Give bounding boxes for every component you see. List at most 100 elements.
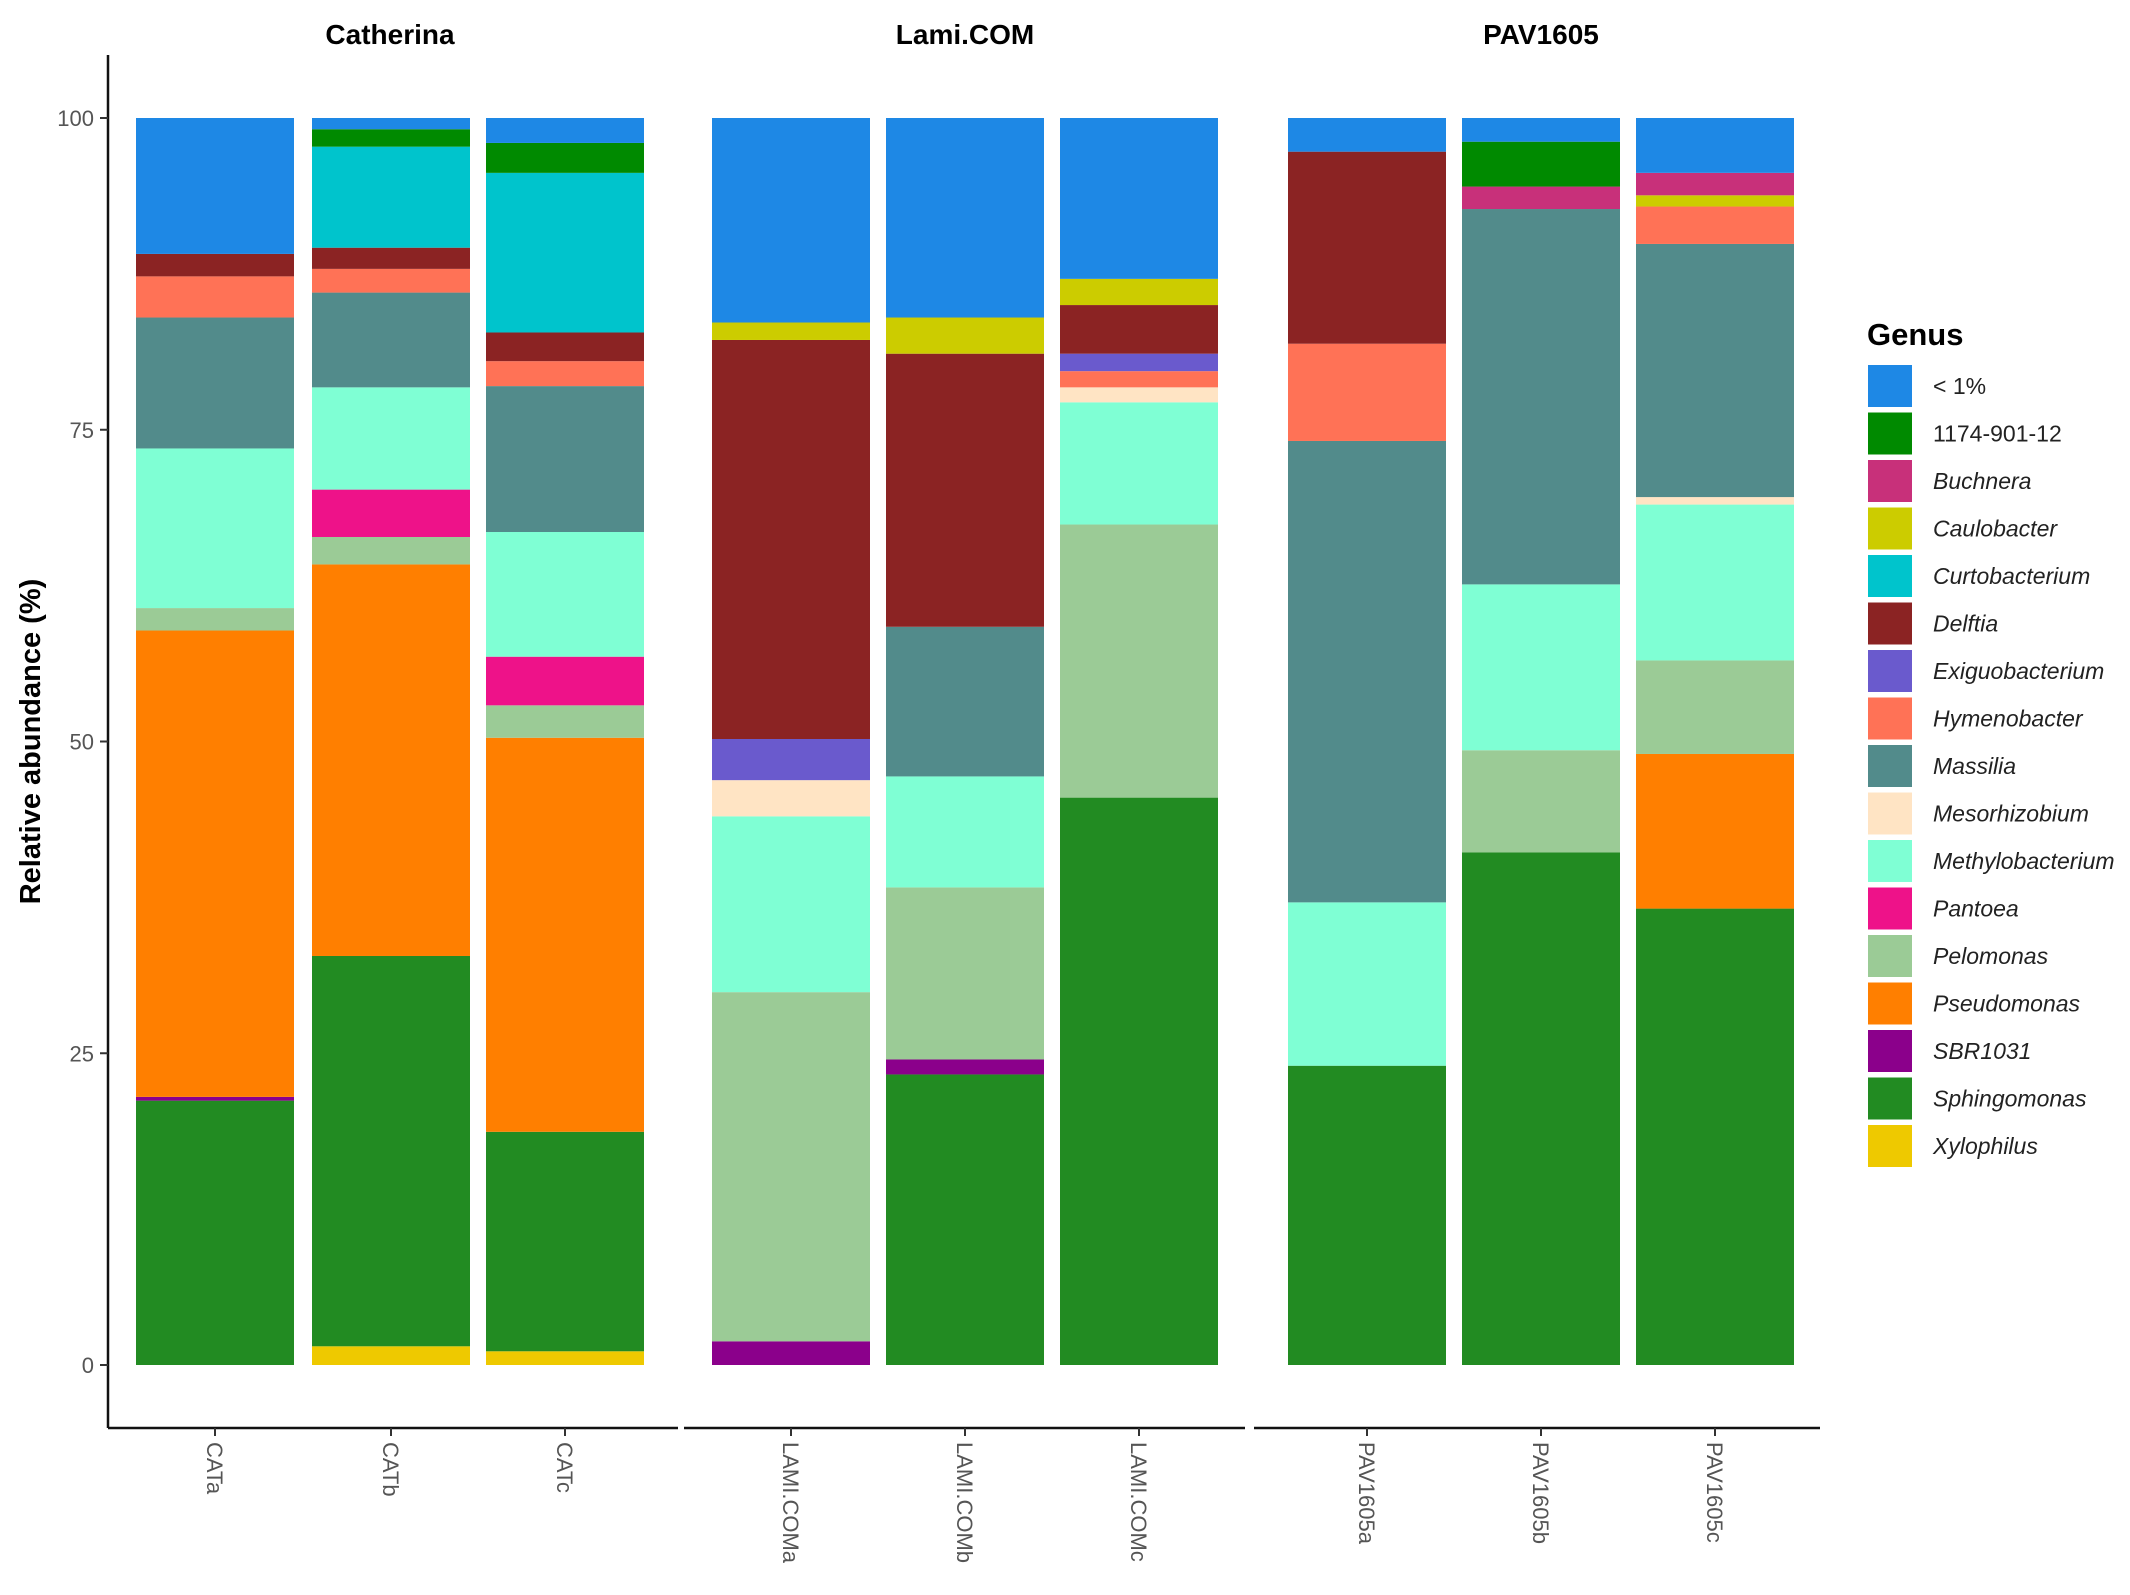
bar-segment-pav1605b-1 bbox=[1462, 118, 1620, 142]
bar-segment-catc-delftia bbox=[486, 332, 644, 362]
bar-segment-cata-delftia bbox=[136, 253, 294, 277]
bar-segment-pav1605a-delftia bbox=[1288, 151, 1446, 344]
bar-segment-catc-massilia bbox=[486, 386, 644, 533]
bar-segment-lami-coma-exiguobacterium bbox=[712, 739, 870, 781]
x-tick-label-catc: CATc bbox=[552, 1442, 577, 1493]
bar-segment-cata-pseudomonas bbox=[136, 630, 294, 1097]
bar-segment-lami-comc-delftia bbox=[1060, 305, 1218, 354]
bar-segment-catb-curtobacterium bbox=[312, 146, 470, 248]
legend-label-methylobacterium: Methylobacterium bbox=[1933, 848, 2115, 874]
bar-segment-lami-comc-mesorhizobium bbox=[1060, 387, 1218, 403]
legend-title: Genus bbox=[1867, 317, 1963, 352]
bar-segment-lami-coma-sbr1031 bbox=[712, 1341, 870, 1365]
bar-segment-pav1605b-1174-901-12 bbox=[1462, 141, 1620, 187]
bar-segment-pav1605a-methylobacterium bbox=[1288, 902, 1446, 1066]
bar-segment-catc-curtobacterium bbox=[486, 172, 644, 333]
bar-segment-pav1605c-caulobacter bbox=[1636, 195, 1794, 207]
bar-segment-lami-coma-mesorhizobium bbox=[712, 780, 870, 817]
x-tick-label-catb: CATb bbox=[378, 1442, 403, 1497]
bar-segment-lami-comc-caulobacter bbox=[1060, 278, 1218, 306]
legend-key-caulobacter bbox=[1868, 507, 1912, 550]
legend-key-1 bbox=[1868, 365, 1912, 407]
bar-segment-lami-coma-1 bbox=[712, 118, 870, 323]
legend-key-sbr1031 bbox=[1868, 1030, 1912, 1072]
bar-segment-pav1605a-hymenobacter bbox=[1288, 343, 1446, 441]
x-tick-label-lami-coma: LAMI.COMa bbox=[778, 1442, 803, 1564]
legend-label-pseudomonas: Pseudomonas bbox=[1933, 991, 2081, 1017]
bar-segment-lami-comb-delftia bbox=[886, 353, 1044, 627]
plot-area: 0 25 50 75 100 Relative abundance (%) Catherin… bbox=[15, 19, 1820, 1564]
legend-label-sbr1031: SBR1031 bbox=[1933, 1038, 2031, 1064]
x-tick-label-pav1605a: PAV1605a bbox=[1354, 1442, 1379, 1545]
bar-segment-pav1605b-methylobacterium bbox=[1462, 584, 1620, 751]
bar-segment-pav1605c-sphingomonas bbox=[1636, 908, 1794, 1365]
bar-segment-lami-comb-massilia bbox=[886, 626, 1044, 777]
legend-label-pelomonas: Pelomonas bbox=[1933, 943, 2049, 969]
bar-segment-cata-hymenobacter bbox=[136, 276, 294, 318]
bar-segment-catc-hymenobacter bbox=[486, 361, 644, 387]
y-axis-title: Relative abundance (%) bbox=[15, 579, 47, 905]
legend-key-sphingomonas bbox=[1868, 1077, 1912, 1120]
x-tick-label-lami-comb: LAMI.COMb bbox=[952, 1442, 977, 1563]
bar-segment-catc-1 bbox=[486, 118, 644, 143]
bar-segment-lami-comb-sbr1031 bbox=[886, 1059, 1044, 1075]
x-tick-label-lami-comc: LAMI.COMc bbox=[1126, 1442, 1151, 1562]
bar-segment-catb-pelomonas bbox=[312, 536, 470, 565]
y-tick-label: 50 bbox=[70, 730, 94, 755]
bar-segment-catc-pantoea bbox=[486, 656, 644, 706]
bar-segment-catb-1 bbox=[312, 118, 470, 130]
y-tick-label: 75 bbox=[70, 418, 94, 443]
bar-segment-lami-comb-sphingomonas bbox=[886, 1074, 1044, 1365]
bar-segment-lami-comb-methylobacterium bbox=[886, 776, 1044, 888]
legend-key-massilia bbox=[1868, 745, 1912, 787]
legend-label-xylophilus: Xylophilus bbox=[1932, 1133, 2038, 1159]
bar-segment-lami-comc-pelomonas bbox=[1060, 524, 1218, 798]
legend-key-pelomonas bbox=[1868, 935, 1912, 977]
bar-segment-catb-hymenobacter bbox=[312, 268, 470, 293]
bar-segment-lami-comb-1 bbox=[886, 118, 1044, 318]
bar-segment-cata-sphingomonas bbox=[136, 1100, 294, 1365]
bar-segment-lami-coma-delftia bbox=[712, 339, 870, 740]
legend-key-exiguobacterium bbox=[1868, 650, 1912, 692]
legend-label-caulobacter: Caulobacter bbox=[1933, 516, 2058, 542]
bar-segment-catc-1174-901-12 bbox=[486, 142, 644, 173]
bar-segment-lami-comc-sphingomonas bbox=[1060, 797, 1218, 1365]
bar-segment-pav1605b-sphingomonas bbox=[1462, 852, 1620, 1365]
facet-title-pav1605: PAV1605 bbox=[1483, 19, 1599, 50]
bar-segment-pav1605b-massilia bbox=[1462, 209, 1620, 585]
bar-segment-cata-massilia bbox=[136, 317, 294, 449]
legend-key-pantoea bbox=[1868, 887, 1912, 930]
legend-key-methylobacterium bbox=[1868, 840, 1912, 882]
y-tick-label: 100 bbox=[57, 106, 94, 131]
bar-segment-pav1605b-pelomonas bbox=[1462, 750, 1620, 853]
bar-segment-pav1605c-massilia bbox=[1636, 243, 1794, 498]
bar-segment-lami-comc-exiguobacterium bbox=[1060, 353, 1218, 372]
legend-key-xylophilus bbox=[1868, 1125, 1912, 1167]
bar-segment-lami-coma-caulobacter bbox=[712, 322, 870, 340]
bar-segment-catb-sphingomonas bbox=[312, 955, 470, 1347]
legend-key-curtobacterium bbox=[1868, 555, 1912, 597]
bar-segment-pav1605a-sphingomonas bbox=[1288, 1065, 1446, 1365]
x-tick-label-pav1605b: PAV1605b bbox=[1528, 1442, 1553, 1544]
bar-segment-catb-pseudomonas bbox=[312, 564, 470, 956]
bar-segment-pav1605c-buchnera bbox=[1636, 172, 1794, 196]
bar-segment-pav1605b-buchnera bbox=[1462, 186, 1620, 210]
bar-segment-catb-massilia bbox=[312, 292, 470, 388]
bar-segment-catc-sphingomonas bbox=[486, 1131, 644, 1352]
y-tick-label: 25 bbox=[70, 1041, 94, 1066]
legend-key-pseudomonas bbox=[1868, 982, 1912, 1025]
bar-segment-catc-pelomonas bbox=[486, 705, 644, 738]
y-tick-label: 0 bbox=[82, 1353, 94, 1378]
bar-segment-pav1605c-mesorhizobium bbox=[1636, 497, 1794, 505]
legend-key-hymenobacter bbox=[1868, 697, 1912, 740]
bar-segment-catb-xylophilus bbox=[312, 1346, 470, 1365]
legend-key-mesorhizobium bbox=[1868, 792, 1912, 835]
bar-segment-lami-comc-hymenobacter bbox=[1060, 371, 1218, 388]
bar-segment-catb-pantoea bbox=[312, 489, 470, 537]
bar-segment-catb-delftia bbox=[312, 247, 470, 269]
bar-segment-cata-methylobacterium bbox=[136, 448, 294, 609]
legend-label-delftia: Delftia bbox=[1933, 611, 1998, 637]
legend-label-buchnera: Buchnera bbox=[1933, 468, 2031, 494]
